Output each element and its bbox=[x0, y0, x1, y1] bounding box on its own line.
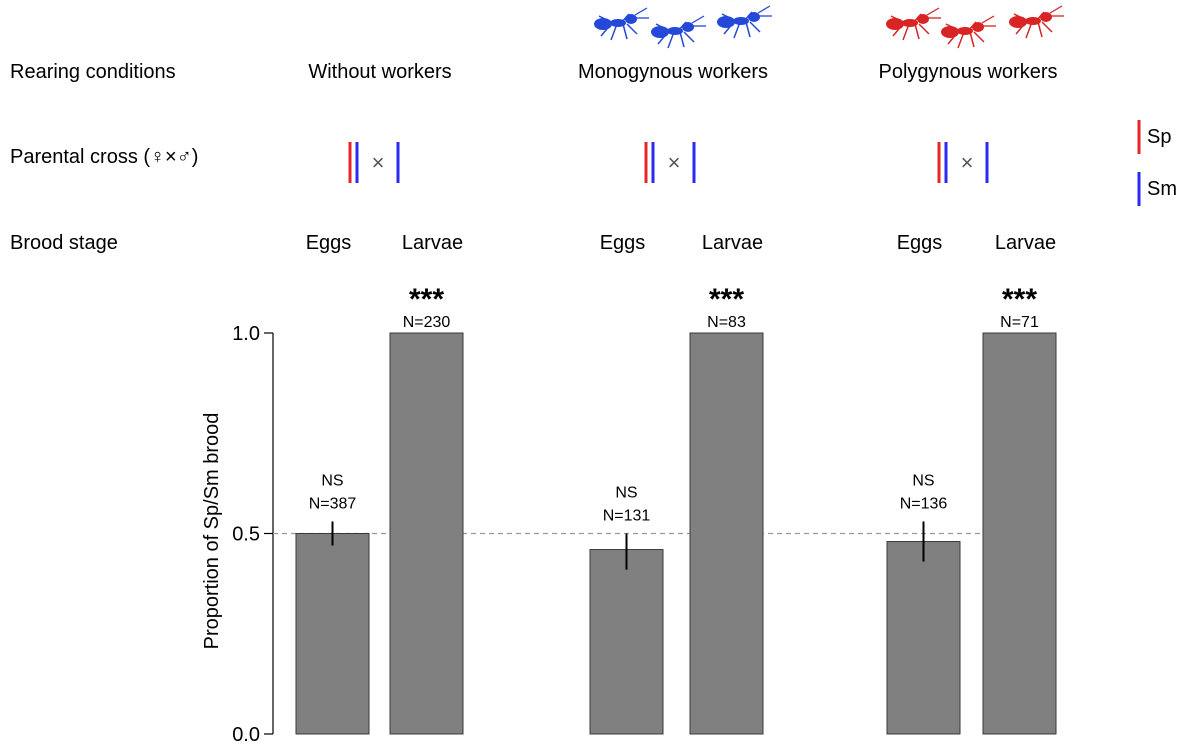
ant-antenna bbox=[691, 15, 705, 24]
ant-gaster bbox=[717, 16, 735, 28]
significance-label: *** bbox=[409, 283, 444, 316]
sample-size-label: N=131 bbox=[603, 508, 651, 525]
significance-label: NS bbox=[912, 472, 934, 489]
cross-symbol-monogynous: × bbox=[644, 142, 696, 183]
significance-label: NS bbox=[321, 472, 343, 489]
y-tick-label: 0.5 bbox=[232, 524, 260, 546]
stage-label: Larvae bbox=[402, 232, 463, 254]
sample-size-label: N=387 bbox=[309, 495, 357, 512]
bar bbox=[589, 549, 664, 735]
bar bbox=[389, 332, 464, 735]
ant-gaster bbox=[1009, 16, 1027, 28]
bar bbox=[689, 332, 764, 735]
ant-antenna bbox=[1049, 5, 1063, 14]
ant-icon bbox=[651, 15, 706, 49]
ant-icon bbox=[886, 7, 941, 41]
ant-thorax bbox=[957, 27, 973, 35]
legend-label-sp: Sp bbox=[1147, 126, 1171, 148]
ant-head bbox=[1040, 12, 1052, 22]
condition-label-without: Without workers bbox=[308, 61, 451, 83]
bar bbox=[982, 332, 1057, 735]
bar bbox=[886, 541, 961, 735]
y-axis: 0.0 0.5 1.0 bbox=[232, 323, 274, 744]
ant-icon bbox=[941, 15, 996, 49]
y-tick-label: 0.0 bbox=[232, 724, 260, 744]
cross-x-sign: × bbox=[961, 150, 974, 175]
ant-gaster bbox=[651, 26, 669, 38]
row-label-cross: Parental cross (♀×♂) bbox=[10, 146, 198, 168]
ant-leg bbox=[1041, 21, 1053, 33]
ant-thorax bbox=[610, 19, 626, 27]
ant-leg bbox=[973, 31, 985, 43]
ant-leg bbox=[914, 23, 920, 40]
legend-label-sm: Sm bbox=[1147, 178, 1177, 200]
ant-leg bbox=[683, 31, 695, 43]
y-tick-label: 1.0 bbox=[232, 323, 260, 345]
ant-antenna bbox=[757, 5, 771, 14]
ant-head bbox=[972, 22, 984, 32]
ant-thorax bbox=[902, 19, 918, 27]
ant-leg bbox=[969, 31, 975, 48]
ant-head bbox=[748, 12, 760, 22]
significance-label: *** bbox=[709, 283, 744, 316]
ant-leg bbox=[749, 21, 761, 33]
ant-gaster bbox=[886, 18, 904, 30]
bars: NSN=387***N=230NSN=131***N=83NSN=136***N… bbox=[295, 283, 1057, 735]
cross-x-sign: × bbox=[372, 150, 385, 175]
ant-icon bbox=[717, 5, 772, 39]
blue-ant-icon bbox=[594, 5, 772, 49]
stage-label: Eggs bbox=[306, 232, 352, 254]
ant-leg bbox=[745, 21, 751, 38]
cross-symbol-without: × bbox=[348, 142, 400, 183]
sample-size-label: N=71 bbox=[1000, 314, 1039, 331]
significance-label: NS bbox=[615, 485, 637, 502]
stage-label: Eggs bbox=[897, 232, 943, 254]
ant-leg bbox=[679, 31, 685, 48]
ant-head bbox=[625, 14, 637, 24]
ant-leg bbox=[622, 23, 628, 40]
ant-leg bbox=[918, 23, 930, 35]
row-label-stage: Brood stage bbox=[10, 232, 118, 254]
ant-gaster bbox=[941, 26, 959, 38]
ant-leg bbox=[626, 23, 638, 35]
ant-head bbox=[682, 22, 694, 32]
ant-icon bbox=[1009, 5, 1064, 39]
significance-label: *** bbox=[1002, 283, 1037, 316]
ant-head bbox=[917, 14, 929, 24]
bar bbox=[295, 533, 370, 735]
row-label-rearing: Rearing conditions bbox=[10, 61, 176, 83]
stage-label: Larvae bbox=[995, 232, 1056, 254]
ant-leg bbox=[1037, 21, 1043, 38]
sample-size-label: N=136 bbox=[900, 495, 948, 512]
cross-symbol-polygynous: × bbox=[937, 142, 989, 183]
sample-size-label: N=230 bbox=[403, 314, 451, 331]
legend: Sp Sm bbox=[1137, 120, 1177, 206]
stage-label: Eggs bbox=[600, 232, 646, 254]
ant-antenna bbox=[981, 15, 995, 24]
sample-size-label: N=83 bbox=[707, 314, 746, 331]
ant-thorax bbox=[733, 17, 749, 25]
stage-label: Larvae bbox=[702, 232, 763, 254]
condition-label-monogynous: Monogynous workers bbox=[578, 61, 768, 83]
condition-label-polygynous: Polygynous workers bbox=[879, 61, 1058, 83]
y-axis-label: Proportion of Sp/Sm brood bbox=[201, 413, 223, 650]
red-ant-icon bbox=[886, 5, 1064, 49]
stage-labels: Eggs Larvae Eggs Larvae Eggs Larvae bbox=[306, 232, 1056, 254]
cross-x-sign: × bbox=[668, 150, 681, 175]
ant-icon bbox=[594, 7, 649, 41]
ant-thorax bbox=[1025, 17, 1041, 25]
ant-antenna bbox=[634, 7, 648, 16]
ant-thorax bbox=[667, 27, 683, 35]
ant-gaster bbox=[594, 18, 612, 30]
ant-antenna bbox=[926, 7, 940, 16]
